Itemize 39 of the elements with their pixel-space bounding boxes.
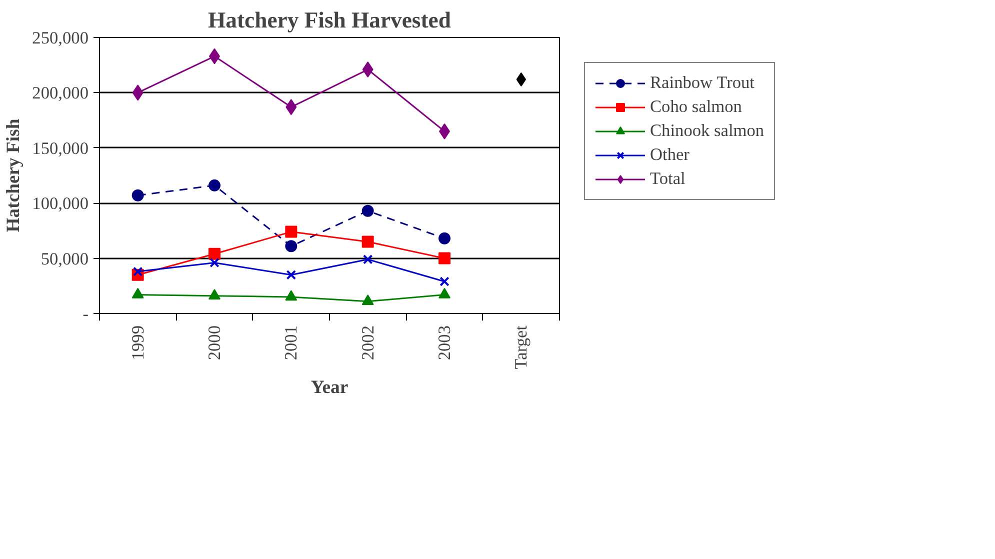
y-tick-label: 200,000 bbox=[32, 84, 89, 103]
legend-label: Rainbow Trout bbox=[650, 73, 754, 93]
y-tick-label: 150,000 bbox=[32, 138, 89, 158]
point bbox=[362, 294, 374, 306]
legend-label: Other bbox=[650, 145, 690, 165]
y-tick-label: 50,000 bbox=[40, 249, 89, 268]
y-axis-title: Hatchery Fish bbox=[3, 118, 24, 232]
x-axis-title: Year bbox=[310, 377, 348, 398]
point bbox=[440, 276, 450, 286]
point bbox=[285, 290, 298, 301]
legend-label: Coho salmon bbox=[650, 97, 742, 117]
point bbox=[362, 236, 374, 248]
point bbox=[132, 288, 144, 298]
chart-title: Hatchery Fish Harvested bbox=[208, 8, 452, 32]
y-tick-label: - bbox=[82, 304, 89, 324]
point bbox=[438, 288, 450, 298]
point bbox=[285, 240, 298, 252]
point bbox=[362, 254, 373, 264]
x-tick-label: 1999 bbox=[128, 326, 148, 360]
point bbox=[438, 232, 450, 244]
point bbox=[362, 204, 374, 217]
point bbox=[286, 270, 296, 280]
x-tick-label: 2001 bbox=[282, 326, 301, 360]
point bbox=[210, 258, 220, 268]
x-tick-label: 2000 bbox=[205, 326, 224, 360]
y-tick-label: 100,000 bbox=[32, 194, 89, 214]
legend-label: Chinook salmon bbox=[650, 121, 764, 141]
x-tick-label: 2003 bbox=[435, 326, 454, 360]
x-tick-label: 2002 bbox=[358, 326, 378, 360]
point bbox=[208, 179, 220, 192]
point bbox=[132, 266, 143, 276]
point bbox=[285, 226, 298, 238]
point bbox=[438, 252, 450, 264]
point bbox=[208, 288, 220, 300]
legend-label: Total bbox=[650, 169, 686, 189]
x-tick-label: Target bbox=[512, 325, 531, 370]
y-tick-label: 250,000 bbox=[32, 28, 89, 48]
point bbox=[208, 248, 220, 260]
point bbox=[132, 189, 144, 202]
